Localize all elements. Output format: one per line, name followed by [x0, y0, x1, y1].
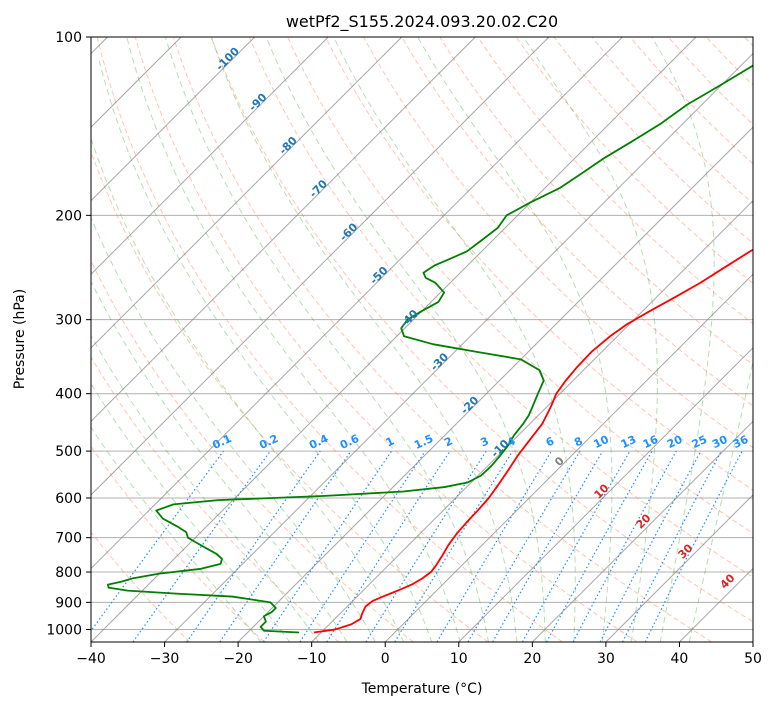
x-axis-label: Temperature (°C)	[361, 681, 483, 697]
y-tick-label: 300	[55, 313, 82, 329]
dry-adiabat	[248, 37, 753, 578]
dry-adiabat	[96, 37, 563, 642]
mixing-ratio-label: 36	[731, 433, 751, 451]
moist-adiabat	[91, 334, 320, 642]
moist-adiabat	[91, 382, 291, 642]
isotherm	[91, 37, 623, 570]
moist-adiabat	[523, 37, 658, 642]
y-tick-label: 800	[55, 565, 82, 581]
y-tick-label: 900	[55, 595, 82, 611]
isotherm	[384, 273, 753, 642]
mixing-ratio-label: 13	[619, 433, 638, 451]
x-tick-label: −20	[223, 651, 253, 667]
x-tick-label: 20	[523, 651, 541, 667]
y-axis-label: Pressure (hPa)	[12, 289, 28, 389]
mixing-ratio-label: 30	[710, 433, 730, 451]
x-tick-label: 40	[671, 651, 689, 667]
dry-adiabat	[515, 37, 753, 284]
dry-adiabat	[210, 37, 753, 623]
y-tick-label: 700	[55, 531, 82, 547]
dry-adiabat	[91, 259, 414, 642]
moist-adiabat	[688, 359, 753, 642]
isotherm	[531, 420, 753, 642]
y-tick-label: 600	[55, 491, 82, 507]
mixing-ratio-label: 25	[690, 433, 709, 451]
x-tick-label: −10	[297, 651, 327, 667]
mixing-ratio-line	[546, 450, 653, 642]
axis-ticks: −40 −30 −20 −10 0 10 20 30 40 50 100 200 300 400 500 60…	[46, 30, 762, 667]
moist-adiabat	[97, 56, 433, 642]
mixing-ratio-label: 10	[591, 433, 611, 451]
plot-frame	[90, 36, 754, 643]
dry-adiabat	[287, 37, 753, 534]
dry-adiabat	[134, 37, 638, 642]
mixing-ratio-line	[521, 450, 631, 642]
dry-adiabat	[477, 37, 753, 325]
moist-adiabat	[333, 37, 576, 642]
isotherm	[91, 37, 256, 202]
x-tick-label: 10	[450, 651, 468, 667]
dewpoint-profile	[107, 64, 753, 634]
mixing-ratio-line	[186, 450, 321, 642]
y-tick-label: 200	[55, 208, 82, 224]
dry-adiabats	[91, 37, 753, 642]
isotherm	[605, 494, 753, 642]
mixing-ratio-lines	[91, 450, 743, 642]
moist-adiabat	[91, 280, 348, 642]
temperature-profile	[313, 248, 753, 634]
moist-adiabat	[126, 37, 461, 642]
mixing-ratio-line	[91, 450, 225, 632]
dry-adiabat	[91, 150, 489, 642]
mixing-ratio-line	[132, 450, 271, 642]
isotherm	[164, 52, 753, 642]
mixing-ratio-label: 20	[665, 433, 685, 451]
moist-adiabat	[265, 37, 546, 642]
dry-adiabat	[91, 356, 340, 642]
mixing-ratio-line	[326, 450, 451, 642]
isotherm	[237, 126, 753, 642]
isotherms	[91, 37, 753, 642]
dry-adiabat	[591, 37, 753, 205]
x-tick-label: 0	[381, 651, 390, 667]
isotherm	[91, 37, 329, 275]
dry-adiabat	[401, 37, 753, 407]
y-tick-label: 500	[55, 444, 82, 460]
isotherm	[311, 199, 753, 642]
y-tick-label: 1000	[46, 622, 82, 638]
moist-adiabat	[210, 37, 518, 642]
dry-adiabat	[325, 37, 753, 491]
pressure-gridlines	[91, 37, 753, 630]
x-tick-label: 50	[744, 651, 762, 667]
moist-adiabat	[417, 37, 613, 642]
dry-adiabat	[172, 37, 713, 642]
mixing-ratio-line	[644, 450, 743, 642]
mixing-ratio-label: 16	[641, 433, 661, 451]
isotherm	[91, 37, 403, 349]
mixing-ratio-line	[572, 450, 677, 642]
y-tick-label: 400	[55, 387, 82, 403]
mixing-ratio-line	[219, 450, 352, 642]
moist-adiabat	[91, 426, 262, 642]
x-tick-label: −30	[150, 651, 180, 667]
dry-adiabat	[91, 531, 191, 642]
profile-series	[107, 64, 753, 634]
moist-adiabat	[91, 216, 376, 642]
isotherm	[91, 37, 697, 642]
mixing-ratio-line	[299, 450, 426, 642]
x-tick-label: −40	[76, 651, 106, 667]
x-tick-label: 30	[597, 651, 615, 667]
moist-adiabat	[651, 37, 715, 642]
moist-adiabat	[91, 136, 405, 642]
y-tick-label: 100	[55, 30, 82, 46]
isotherm	[91, 37, 476, 423]
chart-title: wetPf2_S155.2024.093.20.02.C20	[286, 12, 558, 32]
isotherm	[91, 37, 550, 496]
mixing-ratio-line	[394, 450, 514, 642]
isotherm	[458, 347, 753, 642]
